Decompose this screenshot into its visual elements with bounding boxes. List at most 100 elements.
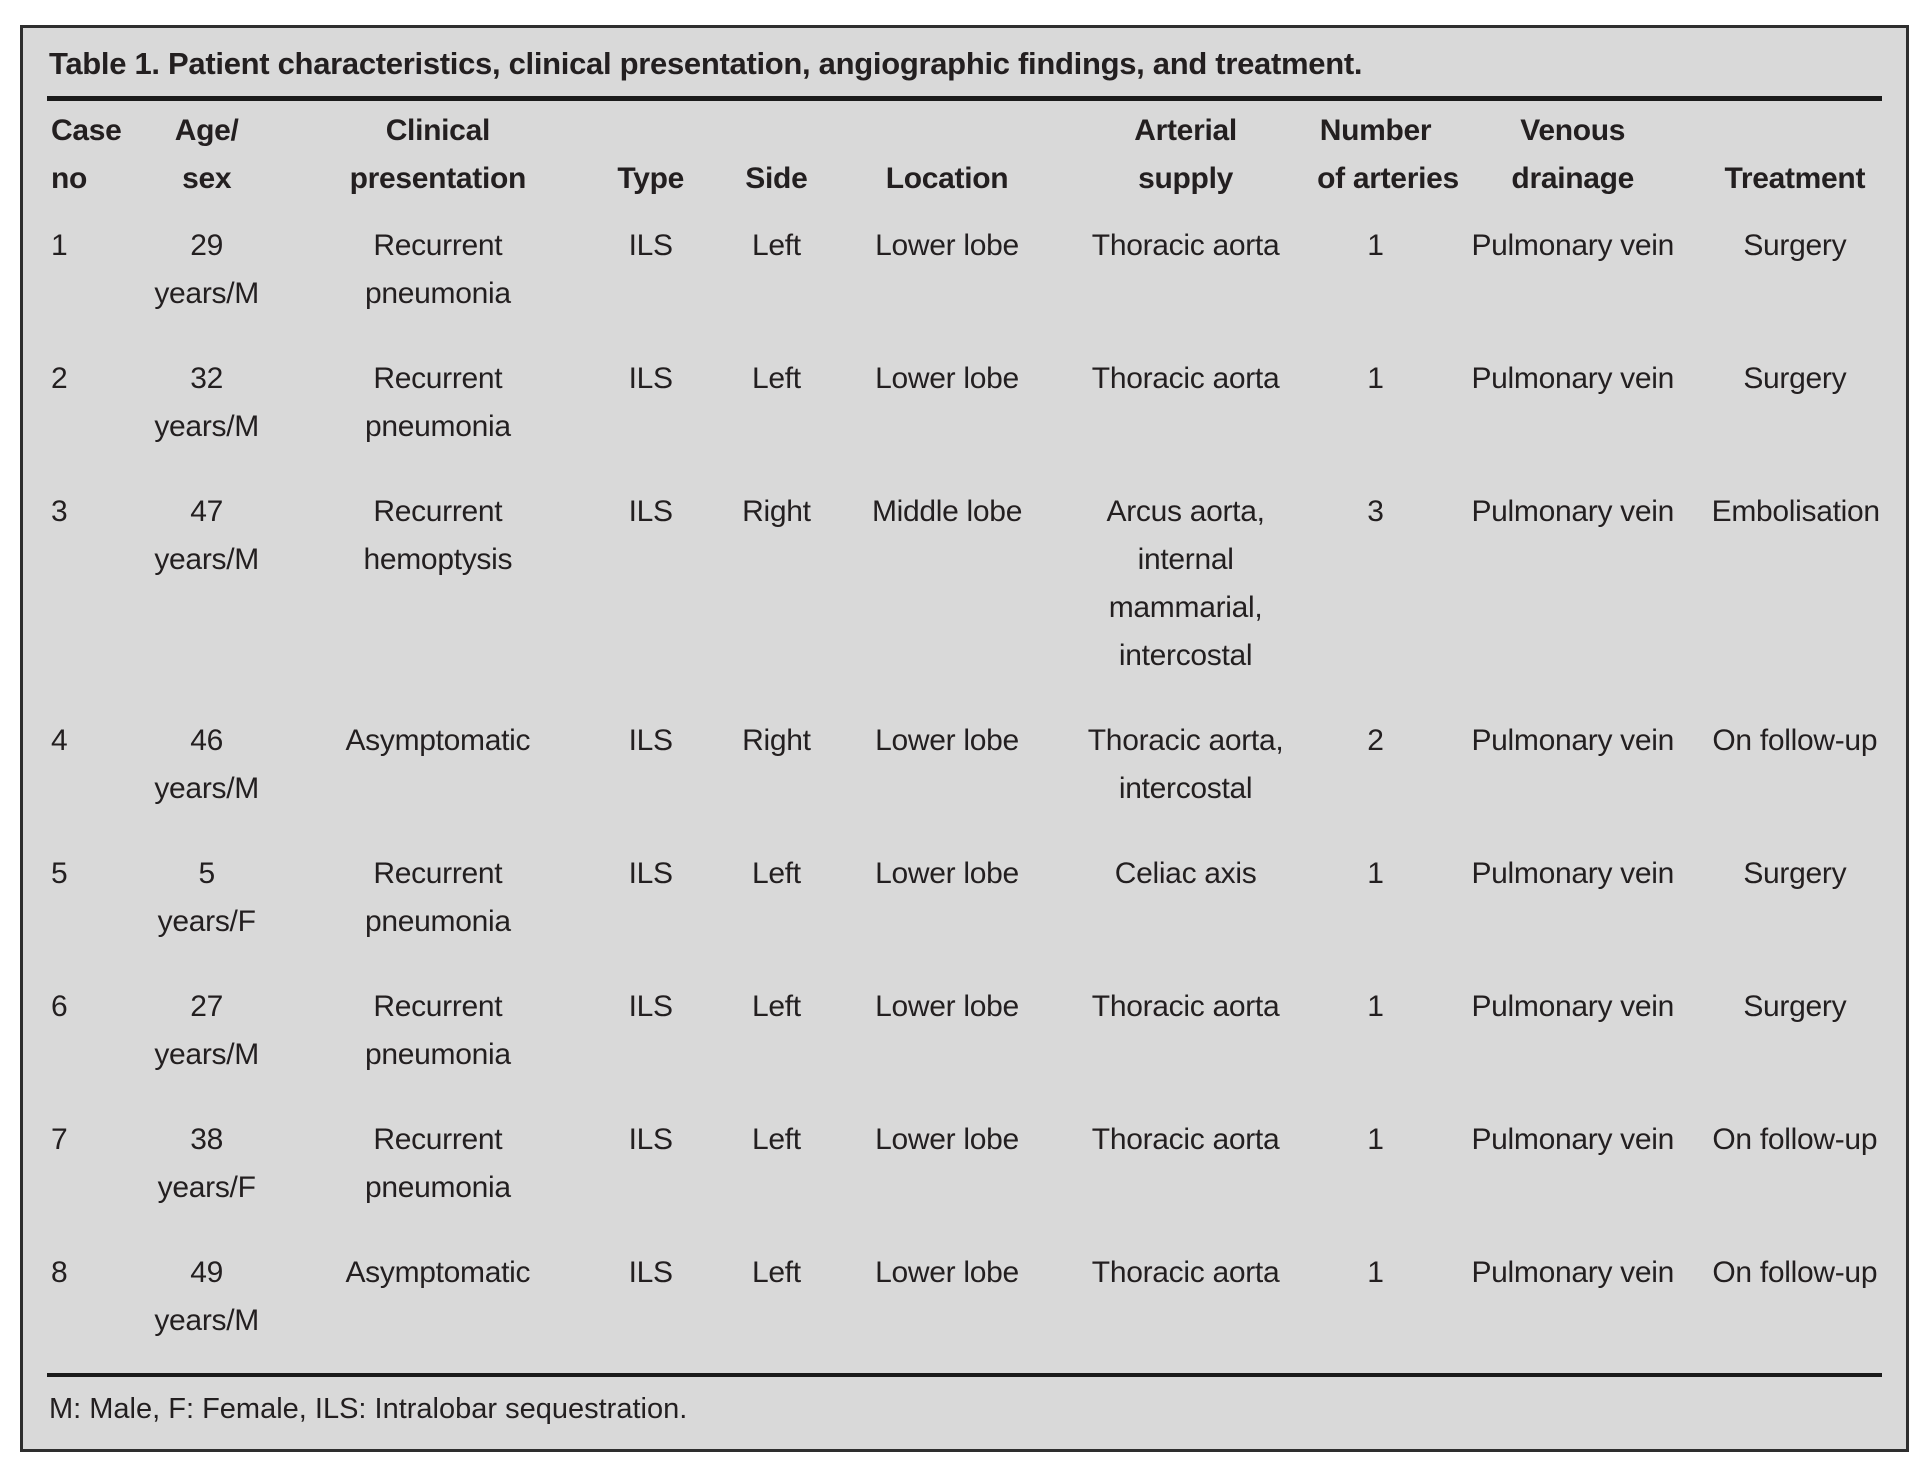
- table-row: 5 5 years/F Recurrent pneumonia ILS Left Lower …: [47, 841, 1882, 974]
- table-cell-number-of-arteries: 2: [1313, 708, 1438, 841]
- table-cell-age-sex: 38 years/F: [122, 1107, 291, 1240]
- table-cell-side: Left: [717, 1240, 836, 1373]
- table-cell-venous-drainage: Pulmonary vein: [1438, 708, 1708, 841]
- table-cell-location: Lower lobe: [836, 974, 1058, 1107]
- cell-line: Recurrent: [373, 990, 503, 1023]
- cell-line: [840, 107, 1054, 155]
- cell-line: Asymptomatic: [345, 724, 531, 757]
- cell-line: pneumonia: [364, 905, 511, 938]
- cell-line: Lower lobe: [875, 724, 1019, 757]
- table-cell-venous-drainage: Pulmonary vein: [1438, 1240, 1708, 1373]
- cell-line: 3: [51, 495, 68, 528]
- table-cell-treatment: Surgery: [1708, 346, 1882, 479]
- column-header-venous-drainage: Venous drainage: [1438, 101, 1708, 213]
- table-cell-number-of-arteries: 3: [1313, 479, 1438, 708]
- cell-line: 3: [1367, 495, 1384, 528]
- cell-line: ILS: [628, 857, 673, 890]
- cell-line: 1: [1367, 1123, 1384, 1156]
- cell-line: Thoracic aorta: [1091, 362, 1280, 395]
- cell-line: Pulmonary vein: [1471, 229, 1675, 262]
- cell-line: years/M: [154, 410, 259, 443]
- table-cell-number-of-arteries: 1: [1313, 1240, 1438, 1373]
- cell-line: Left: [751, 1123, 801, 1156]
- cell-line: 32: [190, 362, 224, 395]
- cell-line: Pulmonary vein: [1471, 362, 1675, 395]
- table-cell-clinical-presentation: Recurrent hemoptysis: [291, 479, 585, 708]
- table-cell-age-sex: 29 years/M: [122, 213, 291, 346]
- cell-line: mammarial,: [1108, 591, 1263, 624]
- table-cell-type: ILS: [585, 479, 717, 708]
- cell-line: Thoracic aorta: [1091, 1123, 1280, 1156]
- cell-line: 5: [51, 857, 68, 890]
- cell-line: Celiac axis: [1114, 857, 1257, 890]
- table-cell-type: ILS: [585, 841, 717, 974]
- table-cell-arterial-supply: Thoracic aorta: [1058, 1240, 1313, 1373]
- table-cell-arterial-supply: Celiac axis: [1058, 841, 1313, 974]
- table-cell-location: Lower lobe: [836, 213, 1058, 346]
- table-cell-side: Left: [717, 346, 836, 479]
- cell-line: ILS: [628, 724, 673, 757]
- table-cell-location: Lower lobe: [836, 841, 1058, 974]
- footnote-divider: [47, 1373, 1882, 1377]
- cell-line: Surgery: [1743, 362, 1847, 395]
- cell-line: years/M: [154, 277, 259, 310]
- header-row: Case no Age/sex Clinical presentation Type S…: [47, 101, 1882, 213]
- table-cell-case-no: 2: [47, 346, 122, 479]
- table-cell-type: ILS: [585, 1240, 717, 1373]
- table-cell-location: Lower lobe: [836, 1240, 1058, 1373]
- table-cell-case-no: 4: [47, 708, 122, 841]
- cell-line: 1: [1367, 857, 1384, 890]
- cell-line: [721, 107, 832, 155]
- table-row: 7 38 years/F Recurrent pneumonia ILS Left Lower…: [47, 1107, 1882, 1240]
- table-cell-side: Left: [717, 841, 836, 974]
- table-cell-age-sex: 46 years/M: [122, 708, 291, 841]
- cell-line: pneumonia: [364, 410, 511, 443]
- cell-line: Pulmonary vein: [1471, 990, 1675, 1023]
- table-cell-type: ILS: [585, 974, 717, 1107]
- cell-line: 5: [198, 857, 215, 890]
- table-cell-arterial-supply: Arcus aorta, internal mammarial, intercosta…: [1058, 479, 1313, 708]
- table-cell-treatment: On follow-up: [1708, 1107, 1882, 1240]
- cell-line: Pulmonary vein: [1471, 1256, 1675, 1289]
- cell-line: Clinical: [385, 114, 491, 147]
- cell-line: Left: [751, 1256, 801, 1289]
- cell-line: Surgery: [1743, 229, 1847, 262]
- cell-line: 29: [190, 229, 224, 262]
- title-divider: [47, 96, 1882, 101]
- cell-line: 2: [51, 362, 68, 395]
- table-cell-case-no: 5: [47, 841, 122, 974]
- cell-line: Case: [51, 114, 122, 147]
- table-cell-type: ILS: [585, 346, 717, 479]
- cell-line: 27: [190, 990, 224, 1023]
- cell-line: years/M: [154, 543, 259, 576]
- cell-line: Pulmonary vein: [1471, 857, 1675, 890]
- table-cell-clinical-presentation: Recurrent pneumonia: [291, 1107, 585, 1240]
- cell-line: Asymptomatic: [345, 1256, 531, 1289]
- table-row: 3 47 years/M Recurrent hemoptysis ILS Right Mid…: [47, 479, 1882, 708]
- table-cell-type: ILS: [585, 708, 717, 841]
- cell-line: pneumonia: [364, 1171, 511, 1204]
- column-header-side: Side: [717, 101, 836, 213]
- cell-line: ILS: [628, 1256, 673, 1289]
- cell-line: Thoracic aorta: [1091, 229, 1280, 262]
- cell-line: Lower lobe: [875, 229, 1019, 262]
- cell-line: Lower lobe: [875, 362, 1019, 395]
- cell-line: Pulmonary vein: [1471, 495, 1675, 528]
- table-body: 1 29 years/M Recurrent pneumonia ILS Left Lower…: [47, 213, 1882, 1373]
- table-card: Table 1. Patient characteristics, clinic…: [20, 25, 1909, 1452]
- cell-line: ILS: [628, 495, 673, 528]
- footnote: M: Male, F: Female, ILS: Intralobar sequ…: [49, 1393, 688, 1425]
- cell-line: no: [51, 162, 88, 195]
- cell-line: On follow-up: [1712, 724, 1878, 757]
- table-cell-treatment: Surgery: [1708, 974, 1882, 1107]
- table-cell-age-sex: 32 years/M: [122, 346, 291, 479]
- cell-line: Treatment: [1724, 162, 1866, 195]
- table-row: 8 49 years/M Asymptomatic ILS Left Lower lobe T…: [47, 1240, 1882, 1373]
- cell-line: Surgery: [1743, 990, 1847, 1023]
- cell-line: Right: [742, 495, 811, 528]
- cell-line: Recurrent: [373, 229, 503, 262]
- table-cell-venous-drainage: Pulmonary vein: [1438, 479, 1708, 708]
- cell-line: Lower lobe: [875, 990, 1019, 1023]
- table-cell-venous-drainage: Pulmonary vein: [1438, 1107, 1708, 1240]
- cell-line: Right: [742, 724, 811, 757]
